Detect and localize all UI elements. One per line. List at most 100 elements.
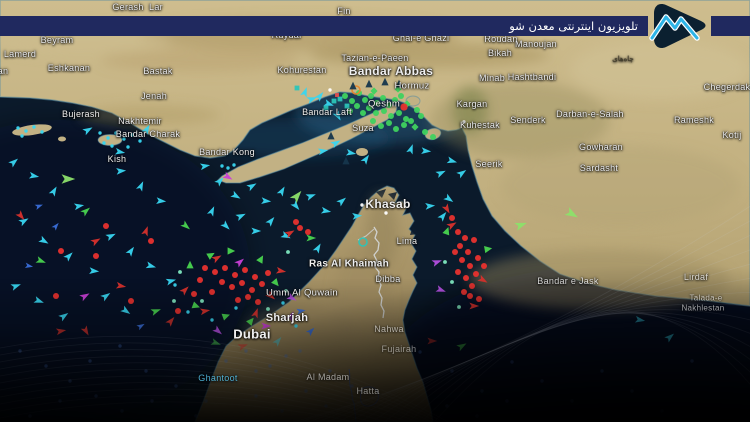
vessel-marker xyxy=(452,249,458,255)
vessel-marker xyxy=(226,166,230,170)
vessel-marker xyxy=(378,123,384,129)
banner-bar-left: تلویزیون اینترنتی معدن شو xyxy=(0,16,648,36)
vessel-marker xyxy=(305,229,311,235)
vessel-marker xyxy=(600,369,604,373)
vessel-marker xyxy=(370,118,376,124)
vessel-marker xyxy=(354,103,360,109)
logo-mountain-icon xyxy=(650,15,699,40)
vessel-marker xyxy=(209,289,215,295)
vessel-marker xyxy=(323,105,329,111)
vessel-marker xyxy=(418,113,424,119)
vessel-marker xyxy=(457,243,463,249)
vessel-marker xyxy=(144,369,148,373)
vessel-marker xyxy=(368,93,374,99)
vessel-marker xyxy=(475,414,479,418)
vessel-marker xyxy=(220,164,224,168)
channel-logo xyxy=(649,3,706,49)
vessel-marker xyxy=(465,249,471,255)
vessel-marker xyxy=(480,389,484,393)
vessel-marker xyxy=(265,270,271,276)
vessel-marker xyxy=(344,103,350,109)
vessel-marker xyxy=(191,291,197,297)
island-kish xyxy=(97,134,123,146)
vessel-marker xyxy=(331,98,337,104)
vessel-marker xyxy=(294,85,300,91)
vessel-marker xyxy=(235,297,241,303)
vessel-marker xyxy=(103,223,109,229)
island-hengam xyxy=(356,148,368,156)
vessel-marker xyxy=(422,129,428,135)
vessel-marker xyxy=(471,237,477,243)
vessel-marker xyxy=(110,144,114,148)
vessel-marker xyxy=(297,225,303,231)
vessel-marker xyxy=(373,110,379,116)
vessel-marker xyxy=(374,100,380,106)
vessel-marker xyxy=(229,284,235,290)
vessel-marker xyxy=(178,270,182,274)
vessel-marker xyxy=(202,265,208,271)
vessel-marker xyxy=(381,108,387,114)
vessel-marker xyxy=(219,279,225,285)
vessel-marker xyxy=(98,131,102,135)
vessel-marker xyxy=(24,129,28,133)
vessel-marker xyxy=(430,134,436,140)
vessel-marker xyxy=(128,298,134,304)
vessel-marker xyxy=(40,130,44,134)
vessel-marker xyxy=(360,110,366,116)
vessel-marker xyxy=(245,294,251,300)
vessel-marker xyxy=(122,137,126,141)
vessel-marker xyxy=(510,360,514,364)
vessel-marker xyxy=(459,257,465,263)
vessel-marker xyxy=(249,287,255,293)
vessel-marker xyxy=(473,271,479,277)
vessel-marker xyxy=(690,359,694,363)
vessel-marker xyxy=(210,318,214,322)
vessel-marker xyxy=(53,293,59,299)
vessel-marker xyxy=(20,134,24,138)
vessel-marker xyxy=(469,283,475,289)
vessel-marker xyxy=(388,113,394,119)
banner-bar-right xyxy=(711,16,750,36)
vessel-marker xyxy=(298,349,302,353)
vessel-marker xyxy=(396,110,402,116)
vessel-marker xyxy=(88,359,92,363)
vessel-marker xyxy=(360,203,364,207)
vessel-marker xyxy=(234,306,238,310)
vessel-marker xyxy=(16,126,20,130)
vessel-marker xyxy=(570,399,574,403)
vessel-marker xyxy=(467,293,473,299)
vessel-marker xyxy=(118,344,122,348)
vessel-marker xyxy=(239,280,245,286)
vessel-marker xyxy=(293,219,299,225)
vessel-marker xyxy=(32,125,36,129)
vessel-marker xyxy=(44,364,48,368)
vessel-marker xyxy=(455,269,461,275)
islet xyxy=(58,136,66,142)
vessel-marker xyxy=(414,107,420,113)
vessel-marker xyxy=(418,350,422,354)
vessel-marker xyxy=(400,103,408,111)
vessel-marker xyxy=(328,88,332,92)
vessel-marker xyxy=(366,105,372,111)
vessel-marker xyxy=(386,120,392,126)
vessel-marker xyxy=(212,269,218,275)
vessel-marker xyxy=(393,126,399,132)
vessel-marker xyxy=(540,379,544,383)
vessel-marker xyxy=(244,349,248,353)
vessel-marker xyxy=(114,131,118,135)
vessel-marker xyxy=(130,133,134,137)
vessel-marker xyxy=(335,93,339,97)
vessel-marker xyxy=(93,253,99,259)
vessel-marker xyxy=(266,307,270,311)
vessel-marker xyxy=(455,229,461,235)
vessel-marker xyxy=(630,389,634,393)
vessel-marker xyxy=(392,97,398,103)
vessel-marker xyxy=(174,384,178,388)
vessel-marker xyxy=(186,310,190,314)
vessel-marker xyxy=(347,108,353,114)
vessel-marker xyxy=(232,163,236,167)
vessel-marker xyxy=(259,281,265,287)
vessel-marker xyxy=(286,250,290,254)
vessel-marker xyxy=(102,141,106,145)
vessel-marker xyxy=(200,299,204,303)
